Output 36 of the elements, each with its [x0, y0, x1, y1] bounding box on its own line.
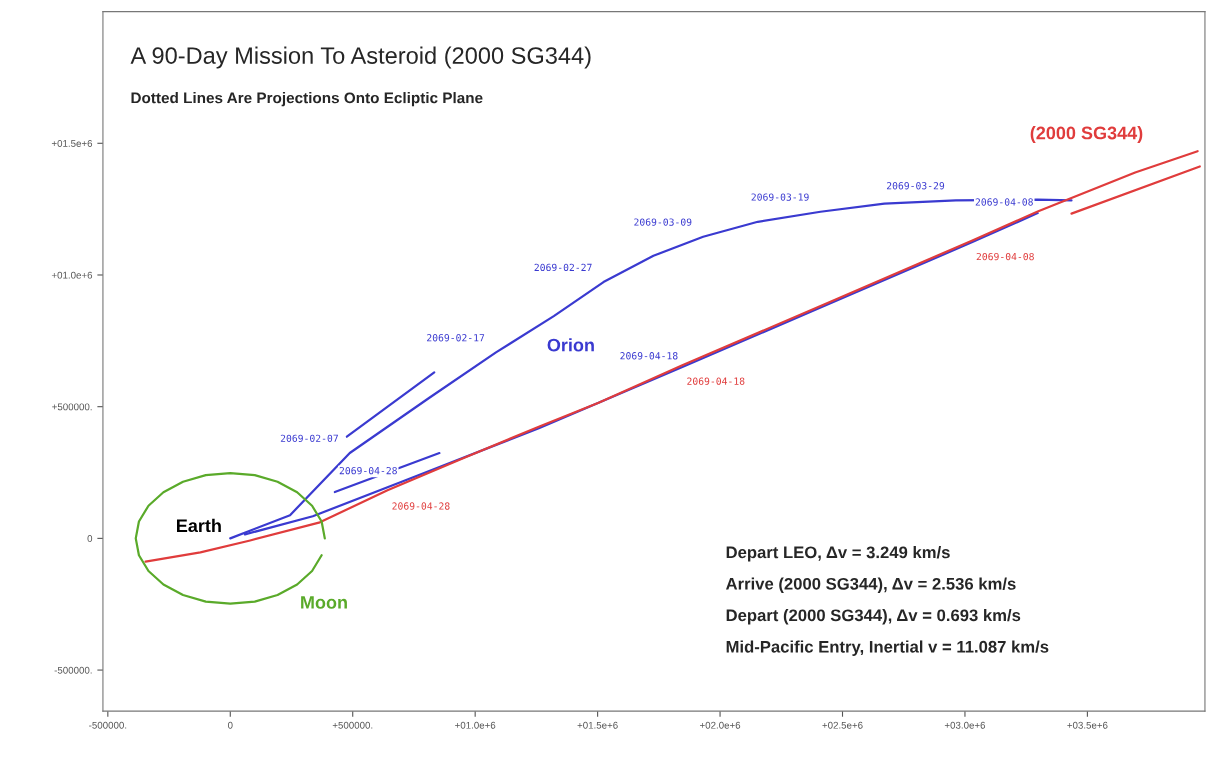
y-tick-label: -500000. [54, 666, 92, 674]
series-label: Orion [547, 338, 594, 352]
data-label: 2069-02-07 [280, 434, 338, 442]
annotation: Arrive (2000 SG344), Δv = 2.536 km/s [725, 577, 1016, 594]
y-tick-label: +01.0e+6 [51, 271, 93, 279]
text: A 90-Day Mission To Asteroid (2000 SG344) [130, 46, 591, 69]
y-tick-label: +01.5e+6 [51, 140, 93, 147]
data-label: 2069-03-29 [886, 182, 945, 190]
annotation: Mid-Pacific Entry, Inertial v = 11.087 km/s [726, 640, 1049, 656]
x-tick-label: +02.5e+6 [822, 721, 863, 729]
x-tick-label: -500000. [89, 721, 127, 729]
x-tick-label: +03.5e+6 [1067, 721, 1108, 729]
data-label: 2069-03-09 [634, 218, 692, 226]
x-tick-label: +01.5e+6 [577, 721, 618, 729]
data-label: 2069-02-17 [427, 334, 485, 342]
data-label: 2069-04-08 [975, 198, 1033, 206]
data-label: 2069-04-28 [392, 502, 450, 510]
data-label: 2069-03-19 [751, 193, 809, 201]
x-tick-label: +03.0e+6 [944, 721, 986, 729]
series-label: (2000 SG344) [1030, 126, 1143, 143]
data-label: 2069-04-18 [687, 377, 745, 385]
annotation: Depart LEO, Δv = 3.249 km/s [726, 545, 950, 562]
data-label: 2069-04-08 [976, 252, 1034, 261]
data-label: 2069-04-18 [620, 352, 678, 360]
data-label: 2069-04-28 [339, 466, 397, 475]
annotation: Earth [177, 518, 221, 533]
annotation: Depart (2000 SG344), Δv = 0.693 km/s [726, 608, 1021, 625]
y-tick-label: 0 [87, 535, 93, 542]
x-tick-label: +500000. [332, 721, 373, 729]
series-label: Moon [301, 596, 347, 609]
y-tick-label: +500000. [52, 403, 92, 411]
x-tick-label: +01.0e+6 [455, 721, 496, 729]
data-label: 2069-02-27 [534, 263, 592, 272]
text: Dotted Lines Are Projections Onto Ecliptic Plane [131, 92, 483, 107]
x-tick-label: 0 [227, 721, 233, 729]
x-tick-label: +02.0e+6 [699, 721, 741, 729]
